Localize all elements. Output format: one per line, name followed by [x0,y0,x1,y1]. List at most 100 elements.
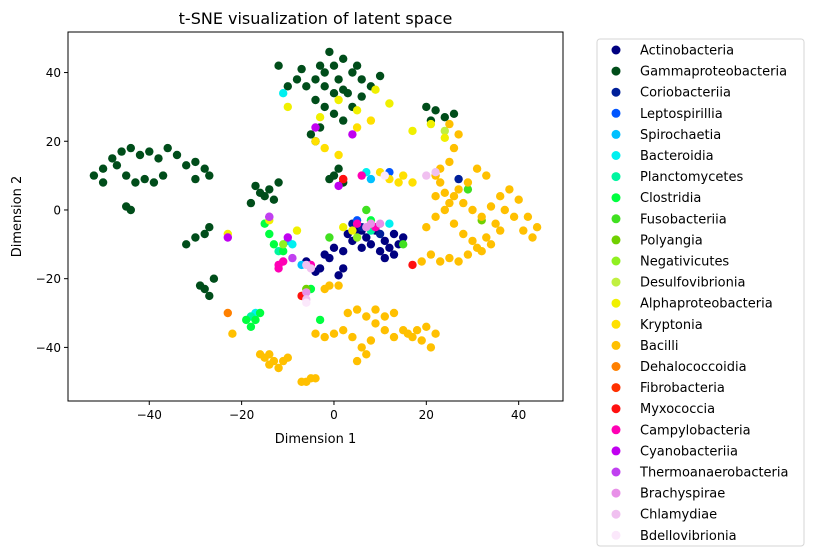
point-14-55 [426,343,436,352]
point-14-85 [334,281,343,290]
point-14-21 [500,205,509,215]
point-1-27 [182,240,191,249]
legend-marker-19 [611,446,621,456]
point-0-8 [375,247,385,256]
point-1-5 [135,150,145,160]
point-0-17 [334,271,343,280]
point-14-81 [297,377,306,386]
point-1-60 [339,116,348,125]
point-2-2 [375,229,385,239]
point-14-87 [412,326,422,335]
point-14-5 [445,119,454,129]
legend-label-7: Clostridia [640,191,701,206]
point-13-3 [352,123,362,132]
point-1-17 [140,174,149,184]
legend-marker-13 [611,319,621,329]
point-14-60 [348,332,357,342]
point-7-0 [242,315,251,325]
legend-marker-15 [611,362,621,371]
legend-label-4: Spirochaetia [640,128,721,143]
point-14-34 [449,219,459,228]
point-14-26 [454,257,463,266]
legend-label-3: Leptospirillia [640,107,723,122]
point-14-39 [496,226,505,235]
point-14-25 [463,250,473,259]
point-21-2 [366,219,376,228]
point-0-20 [380,253,389,263]
legend-marker-12 [611,298,621,308]
point-1-67 [315,61,325,70]
point-1-21 [98,178,108,187]
point-14-48 [362,312,371,321]
point-20-0 [265,212,274,221]
point-1-47 [348,68,357,77]
point-14-69 [311,329,320,338]
point-0-5 [385,243,394,252]
point-13-8 [399,171,408,180]
point-13-2 [334,150,343,160]
point-1-6 [145,147,154,156]
point-10-0 [352,233,362,242]
legend-marker-4 [611,129,621,139]
point-1-3 [117,147,126,156]
y-tick-label-2: 0 [53,203,61,217]
legend-label-21: Brachyspirae [640,487,725,502]
point-1-65 [343,89,352,98]
point-1-26 [191,233,200,242]
point-15-0 [223,308,232,318]
point-14-57 [422,322,431,331]
point-21-3 [375,219,385,228]
legend-label-1: Gammaproteobacteria [640,65,787,80]
point-13-7 [394,178,403,187]
point-5-0 [279,89,288,98]
legend-frame [596,38,805,547]
point-14-51 [389,332,399,342]
point-7-8 [315,315,325,325]
point-1-58 [320,102,329,112]
legend-label-17: Myxococcia [640,402,715,417]
legend-marker-7 [611,193,621,203]
point-14-47 [352,305,362,314]
x-tick-label-1: −20 [229,408,254,422]
point-0-4 [380,236,389,246]
point-14-33 [440,205,449,215]
legend-label-20: Thermoanaerobacteria [639,466,788,481]
legend-marker-3 [611,108,621,118]
point-1-32 [251,181,260,191]
point-1-74 [334,164,343,173]
point-14-11 [477,212,486,221]
point-14-22 [491,219,500,228]
point-14-45 [431,192,440,201]
point-0-24 [389,229,399,239]
chart-title: t-SNE visualization of latent space [179,9,453,28]
point-19-4 [334,181,343,191]
point-22-3 [422,171,431,180]
point-14-38 [486,240,496,249]
point-12-4 [352,106,362,115]
legend-label-23: Bdellovibrionia [640,529,737,544]
point-19-3 [283,233,292,242]
point-1-72 [449,109,459,119]
point-1-30 [205,291,214,301]
point-1-14 [191,174,200,184]
point-1-48 [357,75,366,84]
point-1-15 [122,171,131,180]
point-12-8 [426,119,436,129]
point-1-18 [149,178,159,187]
point-14-61 [339,326,348,335]
point-0-10 [357,243,366,252]
point-18-6 [352,219,362,228]
point-1-13 [205,171,214,180]
point-14-72 [274,363,283,373]
legend-label-18: Campylobacteria [640,423,751,438]
point-14-74 [283,353,292,362]
point-14-14 [505,185,514,194]
point-14-29 [426,250,436,259]
legend-marker-18 [611,425,621,435]
legend-marker-16 [611,383,621,393]
point-1-11 [191,157,200,167]
point-1-63 [325,47,334,57]
point-1-38 [274,178,283,187]
legend-label-15: Dehalococcoidia [640,360,747,375]
